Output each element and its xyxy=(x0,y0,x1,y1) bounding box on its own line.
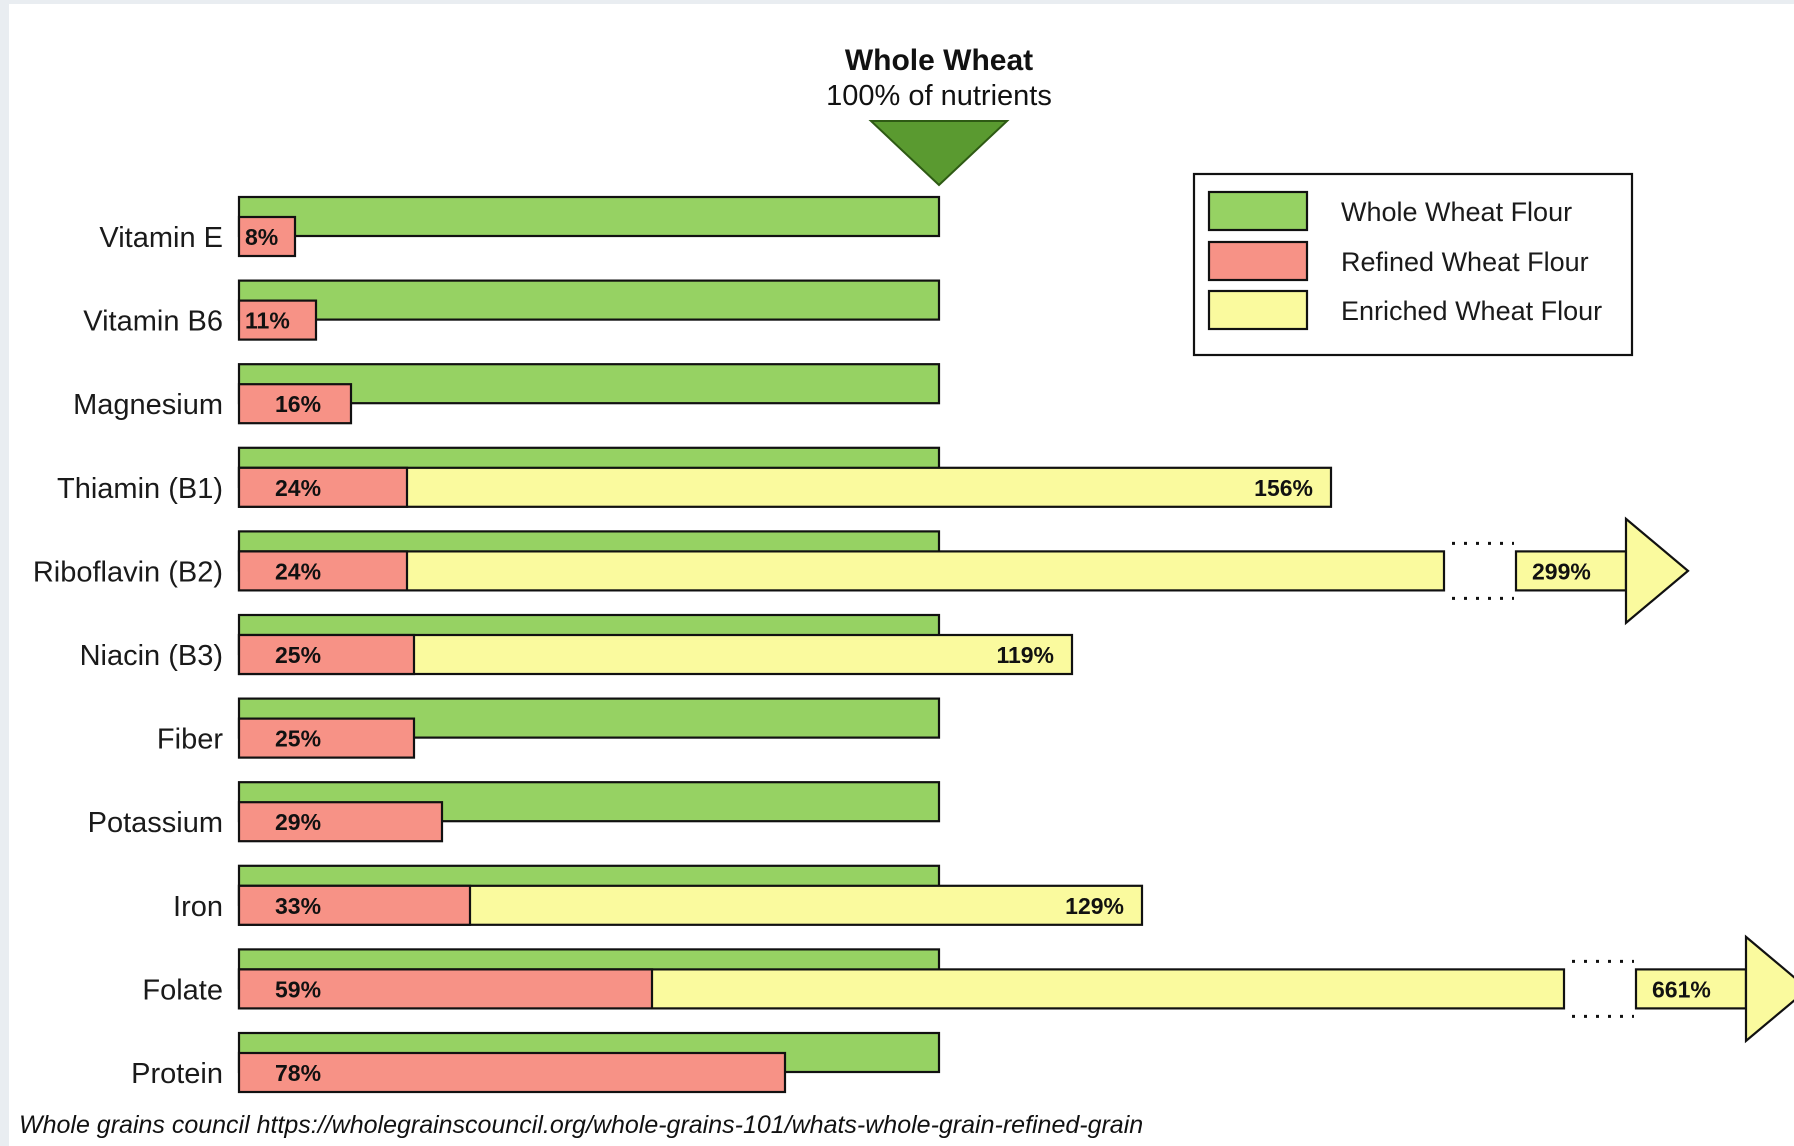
enriched-value-label: 129% xyxy=(1065,893,1124,919)
row-protein: Protein 78% xyxy=(131,1031,941,1094)
bar-enriched-wheat-continued xyxy=(1634,968,1748,1010)
row-niacin-b3: Niacin (B3) 119% 25% xyxy=(80,613,1074,676)
reference-title: Whole Wheat xyxy=(845,44,1033,77)
legend-label-enriched: Enriched Wheat Flour xyxy=(1341,296,1602,326)
legend-swatch-refined xyxy=(1207,240,1309,282)
category-label: Vitamin E xyxy=(99,222,223,254)
category-label: Potassium xyxy=(88,807,223,839)
bar-refined-wheat xyxy=(237,299,318,341)
bar-refined-wheat xyxy=(237,383,353,425)
row-vitamin-b6: Vitamin B6 11% xyxy=(83,279,941,341)
bar-refined-wheat xyxy=(237,215,297,258)
legend-swatch-whole xyxy=(1207,190,1309,232)
bar-whole-wheat xyxy=(237,363,941,405)
bar-refined-wheat xyxy=(237,550,409,592)
row-magnesium: Magnesium 16% xyxy=(73,363,941,425)
bar-whole-wheat xyxy=(237,279,941,321)
row-riboflavin-b2: Riboflavin (B2) 299% 24% xyxy=(33,516,1690,626)
overflow-arrow xyxy=(1624,516,1690,626)
bar-enriched-wheat-continued xyxy=(1514,550,1628,592)
refined-value-label: 33% xyxy=(275,893,321,919)
source-caption: Whole grains council https://wholegrains… xyxy=(19,1111,1144,1139)
row-thiamin-b1: Thiamin (B1) 156% 24% xyxy=(57,446,1333,508)
chart-frame: Vitamin E 8% Vitamin B6 11% Magnesium 16% Thia… xyxy=(9,4,1794,1146)
legend-swatch-enriched xyxy=(1207,289,1309,331)
overflow-arrow xyxy=(1744,934,1794,1044)
refined-value-label: 25% xyxy=(275,726,321,752)
row-vitamin-e: Vitamin E 8% xyxy=(99,195,941,258)
category-label: Iron xyxy=(173,891,223,923)
category-label: Vitamin B6 xyxy=(83,306,223,338)
bar-enriched-wheat xyxy=(237,550,1446,592)
row-folate: Folate 661% 59% xyxy=(142,934,1794,1044)
enriched-value-label: 119% xyxy=(996,642,1054,668)
bar-whole-wheat xyxy=(237,195,941,238)
category-label: Riboflavin (B2) xyxy=(33,556,223,588)
refined-value-label: 29% xyxy=(275,809,321,835)
refined-value-label: 24% xyxy=(275,558,321,584)
enriched-value-label: 156% xyxy=(1254,475,1313,501)
legend-label-refined: Refined Wheat Flour xyxy=(1341,247,1589,277)
row-potassium: Potassium 29% xyxy=(88,781,941,843)
refined-value-label: 78% xyxy=(275,1060,321,1086)
refined-value-label: 16% xyxy=(275,391,321,417)
reference-triangle-marker xyxy=(868,120,1010,187)
category-label: Folate xyxy=(142,974,223,1006)
legend: Whole Wheat Flour Refined Wheat Flour Enri… xyxy=(1192,172,1634,357)
bar-refined-wheat xyxy=(237,968,654,1010)
row-iron: Iron 129% 33% xyxy=(173,864,1144,926)
refined-value-label: 24% xyxy=(275,475,321,501)
refined-value-label: 59% xyxy=(275,976,321,1002)
refined-value-label: 8% xyxy=(245,224,278,250)
refined-value-label: 11% xyxy=(245,308,290,334)
bar-refined-wheat xyxy=(237,1051,787,1094)
category-label: Fiber xyxy=(157,724,223,756)
nutrient-bar-chart: Vitamin E 8% Vitamin B6 11% Magnesium 16% Thia… xyxy=(33,44,1794,1094)
category-label: Thiamin (B1) xyxy=(57,473,223,505)
category-label: Protein xyxy=(131,1058,223,1090)
refined-value-label: 25% xyxy=(275,642,321,668)
reference-subtitle: 100% of nutrients xyxy=(826,80,1052,112)
enriched-value-label: 299% xyxy=(1532,558,1591,584)
legend-label-whole: Whole Wheat Flour xyxy=(1341,197,1572,227)
bar-refined-wheat xyxy=(237,466,409,508)
category-label: Magnesium xyxy=(73,389,223,421)
row-fiber: Fiber 25% xyxy=(157,697,941,759)
bar-refined-wheat xyxy=(237,717,416,759)
bar-refined-wheat xyxy=(237,633,416,676)
bar-refined-wheat xyxy=(237,801,444,843)
enriched-value-label: 661% xyxy=(1652,976,1711,1002)
category-label: Niacin (B3) xyxy=(80,640,223,672)
bar-refined-wheat xyxy=(237,884,472,926)
